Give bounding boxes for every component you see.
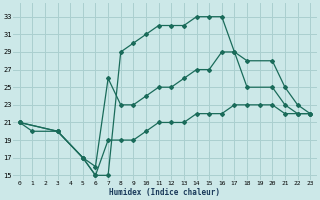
X-axis label: Humidex (Indice chaleur): Humidex (Indice chaleur) (109, 188, 220, 197)
